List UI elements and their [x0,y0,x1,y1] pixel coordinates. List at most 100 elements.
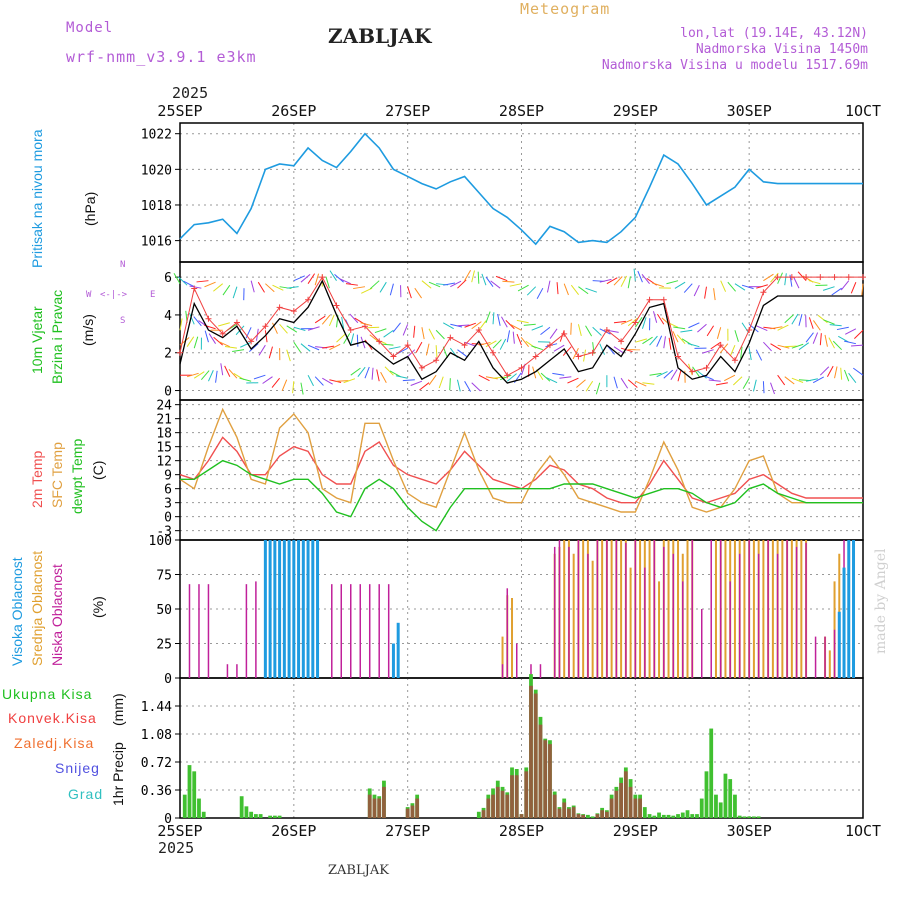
wind-gust-marker [532,353,539,360]
wind-arrow [307,344,320,351]
precip-conv-bar [514,775,519,818]
wind-arrow [697,323,707,333]
precip-total-bar [642,807,647,818]
wind-gust-marker [760,289,767,296]
wind-gust-marker [262,323,269,330]
wind-arrow [517,284,529,292]
precip-conv-bar [491,794,495,818]
precip-conv-bar [614,790,619,818]
wind-arrow [413,325,416,338]
precip-conv-bar [557,808,562,818]
wind-arrow [350,333,355,346]
wind-arrow [232,349,245,352]
y-tick-label: 75 [156,569,172,584]
wind-arrow [407,286,412,299]
wind-arrow [300,274,311,283]
wind-arrow [481,273,487,286]
wind-arrow [268,346,273,359]
precip-conv-bar [377,798,382,818]
precip-total-bar [652,815,657,818]
wind-gust-marker [461,342,468,349]
precip-conv-bar [623,771,628,818]
wind-arrow [339,278,351,285]
wind-arrow [756,284,768,289]
y-tick-label: 4 [164,309,172,324]
x-bottom-label: 1OCT [845,822,881,840]
wind-arrow [245,327,252,339]
precip-conv-bar [372,798,377,818]
wind-arrow [328,314,335,326]
precip-conv-bar [628,786,633,818]
wind-arrow [415,341,423,353]
precip-conv-bar [481,810,486,818]
wind-arrow [428,374,437,386]
y-tick-label: 1022 [141,128,172,143]
wind-gust-marker [447,334,454,341]
wind-arrow [805,332,814,343]
wind-arrow [450,323,463,328]
wind-arrow [613,376,618,389]
wind-dir-n: N [120,260,126,270]
wind-arrow [848,372,857,384]
wind-arrow [204,281,216,288]
wind-arrow [713,288,716,301]
y-tick-label: 9 [164,469,172,484]
year-top: 2025 [172,84,209,102]
precip-label-total: Ukupna Kisa [2,686,93,702]
wind-arrow [516,333,522,346]
y-tick-label: 2 [164,347,172,362]
wind-dir-arrow: <-|-> [100,290,128,300]
wind-arrow [570,322,572,335]
precip-total-bar [752,816,756,818]
wind-arrow [396,347,408,355]
wind-arrow [592,342,595,355]
wind-arrow [812,376,824,384]
wind-gust-marker [276,304,283,311]
wind-arrow [585,380,594,392]
precip-conv-bar [543,740,548,818]
wind-arrow [501,316,508,328]
lonlat: lon,lat (19.14E, 43.12N) [680,26,868,41]
wind-gust-marker [290,308,297,315]
wind-arrow [656,371,668,378]
precip-label-conv: Konvek.Kisa [8,710,97,726]
precip-conv-bar [405,808,410,818]
wind-arrow [683,283,693,293]
precip-conv-bar [576,814,581,818]
wind-arrow [464,380,472,392]
wind-arrow [222,284,231,296]
wind-arrow [402,379,415,382]
wind-arrow [620,319,633,325]
wind-arrow [652,282,664,288]
wind-arrow [854,329,864,339]
wind-arrow [663,336,666,349]
wind-arrow [808,317,814,329]
wind-gust-marker [632,319,639,326]
wind-gust-marker [817,274,824,281]
wind-arrow [402,324,409,336]
wind-arrow [840,367,843,380]
y-tick-label: 18 [156,427,172,442]
precip-total-bar [742,816,747,818]
wind-gust-marker [860,274,866,281]
wind-arrow [676,334,686,345]
precip-total-bar [258,814,263,818]
wind-arrow [791,377,804,383]
wind-arrow [657,313,665,325]
precip-conv-bar [524,771,529,818]
wind-arrow [218,322,230,327]
wind-arrow [852,367,864,376]
precip-total-bar [197,798,201,818]
wind-gust-marker [717,342,724,349]
wind-arrow [826,365,834,377]
wind-arrow [634,317,643,328]
wind-gust-marker [504,372,511,379]
wind-dir-w: W [86,290,92,300]
wind-arrow [442,322,454,330]
wind-arrow [770,382,775,395]
y-tick-label: 12 [156,455,172,470]
footer-station: ZABLJAK [328,863,389,878]
wind-arrow [193,316,202,327]
wind-arrow [559,376,572,379]
